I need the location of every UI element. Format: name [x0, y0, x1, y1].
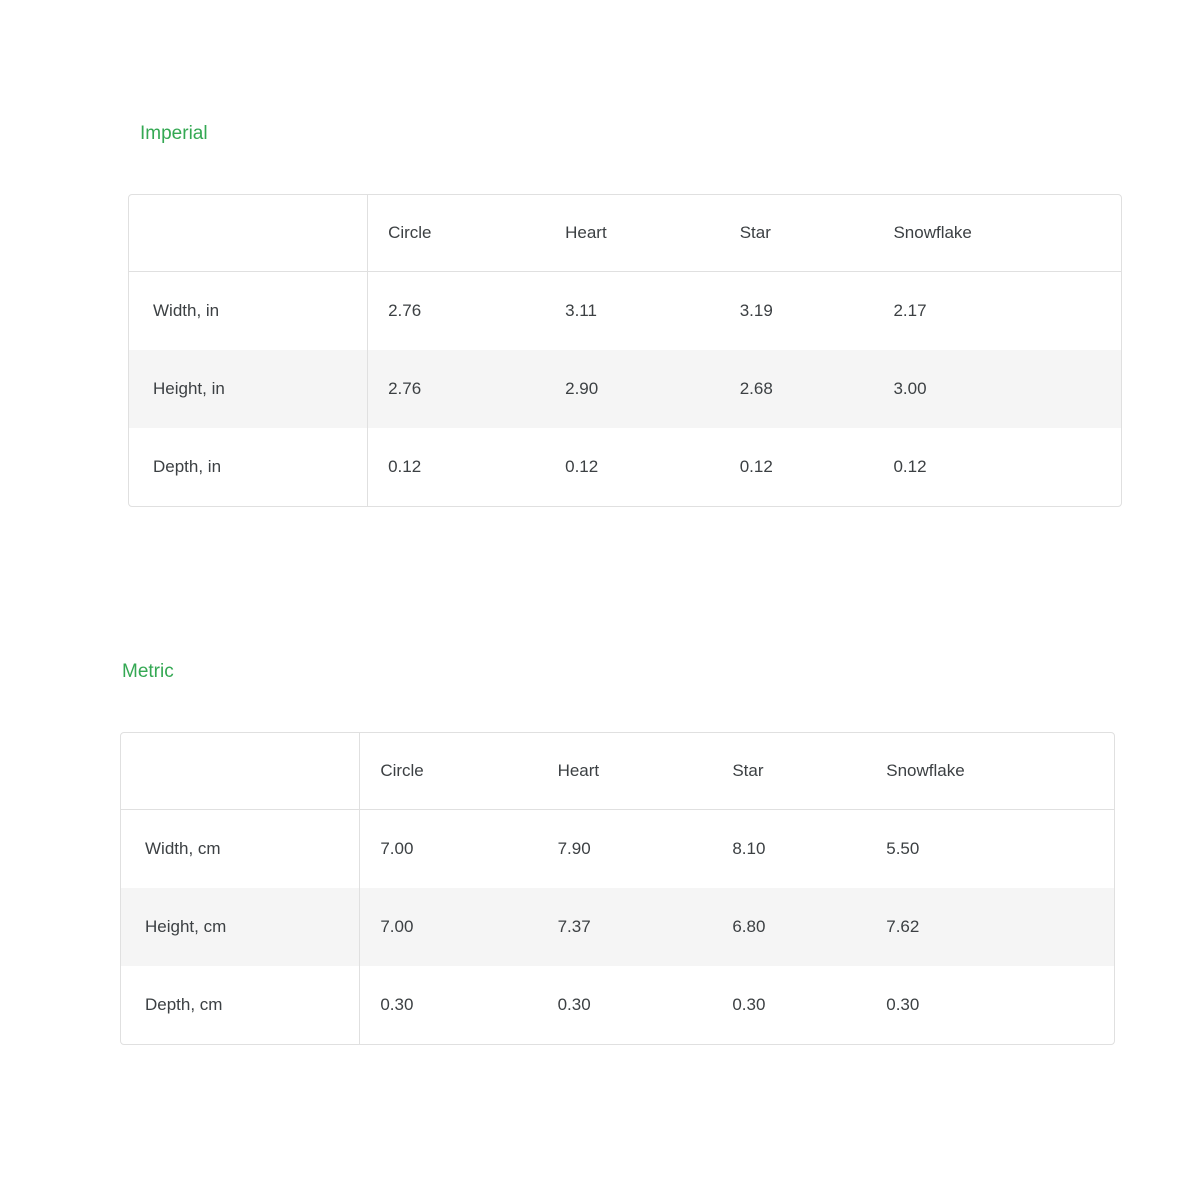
metric-section-title: Metric	[122, 661, 174, 682]
cell-value: 0.30	[557, 995, 591, 1014]
row-label: Width, in	[129, 272, 369, 350]
table-row: Width, in 2.76 3.11 3.19 2.17	[129, 272, 1121, 350]
imperial-table-body: Width, in 2.76 3.11 3.19 2.17 Height, in 2.76 2…	[129, 272, 1121, 506]
cell-value: 0.12	[565, 457, 599, 476]
table-row: Height, in 2.76 2.90 2.68 3.00	[129, 350, 1121, 428]
imperial-dimensions-table: Circle Heart Star Snowflake Width, in 2.76 3.…	[128, 194, 1122, 507]
cell-value: 0.30	[380, 995, 414, 1014]
cell-value: 5.50	[886, 839, 920, 858]
column-header-snowflake: Snowflake	[866, 733, 1114, 810]
cell-value: 3.19	[739, 301, 773, 320]
cell-value: 0.12	[739, 457, 773, 476]
corner-header-cell	[129, 195, 369, 272]
cell-value: 6.80	[732, 917, 766, 936]
cell-value: 2.76	[388, 379, 422, 398]
column-header-heart: Heart	[545, 195, 720, 272]
column-header-circle: Circle	[360, 733, 538, 810]
imperial-table: Circle Heart Star Snowflake Width, in 2.76 3.…	[129, 195, 1121, 506]
cell-value: 3.00	[893, 379, 927, 398]
cell-value: 7.00	[380, 917, 414, 936]
table-header-row: Circle Heart Star Snowflake	[121, 733, 1114, 810]
cell-value: 7.37	[557, 917, 591, 936]
corner-header-cell	[121, 733, 361, 810]
cell-value: 2.90	[565, 379, 599, 398]
cell-value: 2.68	[739, 379, 773, 398]
column-header-snowflake: Snowflake	[873, 195, 1121, 272]
cell-value: 0.12	[893, 457, 927, 476]
metric-dimensions-table: Circle Heart Star Snowflake Width, cm 7.00 7.…	[120, 732, 1115, 1045]
cell-value: 8.10	[732, 839, 766, 858]
row-label: Width, cm	[121, 810, 361, 888]
column-header-star: Star	[719, 195, 874, 272]
metric-table-head: Circle Heart Star Snowflake	[121, 733, 1114, 810]
imperial-table-head: Circle Heart Star Snowflake	[129, 195, 1121, 272]
row-label: Height, in	[129, 350, 369, 428]
cell-value: 0.12	[388, 457, 422, 476]
row-label: Depth, in	[129, 428, 369, 506]
column-header-star: Star	[712, 733, 867, 810]
cell-value: 3.11	[565, 301, 597, 320]
column-header-circle: Circle	[368, 195, 546, 272]
row-label: Depth, cm	[121, 966, 361, 1044]
cell-value: 7.00	[380, 839, 414, 858]
cell-value: 0.30	[886, 995, 920, 1014]
table-row: Height, cm 7.00 7.37 6.80 7.62	[121, 888, 1114, 966]
cell-value: 7.90	[557, 839, 591, 858]
table-row: Width, cm 7.00 7.90 8.10 5.50	[121, 810, 1114, 888]
row-label: Height, cm	[121, 888, 361, 966]
table-row: Depth, in 0.12 0.12 0.12 0.12	[129, 428, 1121, 506]
cell-value: 7.62	[886, 917, 920, 936]
cell-value: 2.17	[893, 301, 927, 320]
cell-value: 0.30	[732, 995, 766, 1014]
metric-table-body: Width, cm 7.00 7.90 8.10 5.50 Height, cm 7.00 7…	[121, 810, 1114, 1044]
metric-table: Circle Heart Star Snowflake Width, cm 7.00 7.…	[121, 733, 1114, 1044]
cell-value: 2.76	[388, 301, 422, 320]
imperial-section-title: Imperial	[140, 123, 208, 144]
table-header-row: Circle Heart Star Snowflake	[129, 195, 1121, 272]
table-row: Depth, cm 0.30 0.30 0.30 0.30	[121, 966, 1114, 1044]
column-header-heart: Heart	[537, 733, 713, 810]
